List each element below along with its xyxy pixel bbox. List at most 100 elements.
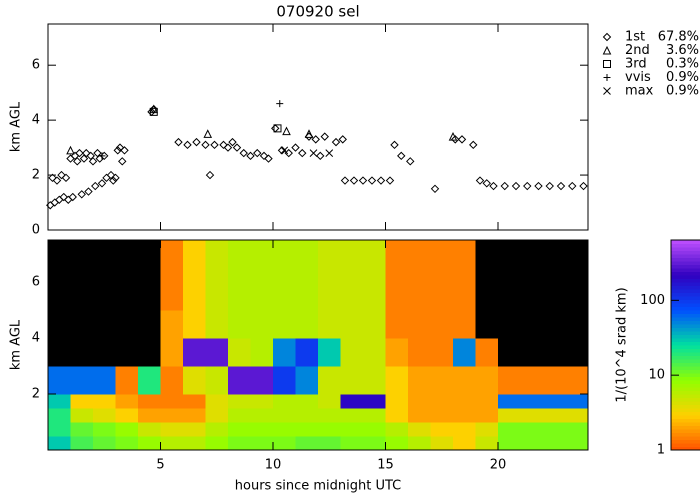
heatmap-cell xyxy=(385,310,409,339)
legend-marker xyxy=(603,60,611,68)
data-point xyxy=(115,143,125,152)
colorbar-swatch xyxy=(671,446,700,451)
heatmap-cell xyxy=(205,422,229,437)
heatmap-cell xyxy=(138,240,161,311)
data-point xyxy=(385,176,395,185)
heatmap-cell xyxy=(408,338,431,367)
data-point xyxy=(93,148,102,158)
legend-marker xyxy=(603,74,611,81)
legend-share: 0.9% xyxy=(666,84,699,99)
heatmap-cell xyxy=(273,408,296,423)
data-point xyxy=(66,154,75,163)
heatmap-cell xyxy=(250,436,274,451)
heatmap-cell xyxy=(430,240,454,311)
legend-marker xyxy=(602,32,612,42)
colorbar-swatch xyxy=(671,429,700,433)
data-point xyxy=(239,148,248,158)
heatmap-cell xyxy=(408,310,431,339)
data-point xyxy=(77,190,86,199)
colorbar-swatch xyxy=(671,306,700,311)
data-point xyxy=(291,143,300,152)
data-point xyxy=(331,137,341,147)
data-point xyxy=(534,181,543,191)
heatmap-cell xyxy=(115,240,139,311)
heatmap-cell xyxy=(475,310,499,339)
heatmap-cell xyxy=(48,422,71,437)
heatmap-cell xyxy=(475,436,499,451)
heatmap-cell xyxy=(115,408,139,423)
heatmap-cell xyxy=(565,408,589,423)
heatmap-cell xyxy=(205,366,229,395)
colorbar-swatch xyxy=(671,376,700,381)
colorbar-swatch xyxy=(671,243,700,248)
heatmap-cell xyxy=(70,366,94,395)
heatmap-cell xyxy=(138,394,161,409)
heatmap-cell xyxy=(475,394,499,409)
data-point xyxy=(451,135,460,144)
data-point xyxy=(223,143,233,152)
heatmap-cell xyxy=(183,240,206,311)
heatmap-cell xyxy=(228,408,251,423)
colorbar-swatch xyxy=(671,345,700,349)
heatmap-cell xyxy=(93,338,116,367)
heatmap-cell xyxy=(250,422,274,437)
data-point xyxy=(48,173,57,183)
colorbar-swatch xyxy=(671,422,700,426)
data-point xyxy=(253,148,262,158)
colorbar-swatch xyxy=(671,240,700,244)
y-tick-label: 4 xyxy=(32,113,40,128)
heatmap-cell xyxy=(498,436,521,451)
data-point xyxy=(367,176,377,185)
heatmap-cell xyxy=(93,436,116,451)
heatmap-cell xyxy=(318,436,341,451)
colorbar-tick-label: 10 xyxy=(648,368,665,383)
heatmap-cell xyxy=(183,366,206,395)
data-point xyxy=(556,181,566,191)
heatmap-cell xyxy=(115,436,139,451)
colorbar-swatch xyxy=(671,366,700,370)
x-tick-label: 5 xyxy=(156,458,164,473)
data-point xyxy=(50,198,59,207)
colorbar-swatch xyxy=(671,439,700,444)
colorbar-swatch xyxy=(671,432,700,437)
heatmap-cell xyxy=(273,366,296,395)
heatmap-cell xyxy=(48,338,71,367)
heatmap-cell xyxy=(498,338,521,367)
data-point xyxy=(86,151,95,161)
data-point xyxy=(174,137,183,147)
heatmap-cell xyxy=(273,310,296,339)
heatmap-cell xyxy=(543,422,566,437)
heatmap-cell xyxy=(48,408,71,423)
heatmap-cell xyxy=(160,436,184,451)
heatmap-cell xyxy=(228,366,251,395)
heatmap-cell xyxy=(160,240,184,311)
heatmap-cell xyxy=(318,338,341,367)
colorbar-swatch xyxy=(671,418,700,423)
data-point xyxy=(109,176,118,185)
data-point xyxy=(376,176,386,185)
heatmap-cell xyxy=(430,422,454,437)
heatmap-cell xyxy=(228,422,251,437)
heatmap-cell xyxy=(453,436,476,451)
colorbar-swatch xyxy=(671,383,700,388)
heatmap-cell xyxy=(340,310,364,339)
heatmap-cell xyxy=(295,366,319,395)
y-axis-label: km AGL xyxy=(9,319,24,370)
data-point xyxy=(219,140,228,150)
heatmap-cell xyxy=(228,394,251,409)
data-point xyxy=(232,143,242,152)
colorbar-swatch xyxy=(671,327,700,332)
data-point xyxy=(340,176,350,185)
heatmap-cell xyxy=(205,338,229,367)
colorbar-label: 1/(10^4 srad km) xyxy=(615,287,630,402)
colorbar-swatch xyxy=(671,387,700,391)
colorbar-swatch xyxy=(671,369,700,374)
data-point xyxy=(475,176,485,185)
heatmap-cell xyxy=(385,408,409,423)
heatmap-cell xyxy=(48,366,71,395)
heatmap-cell xyxy=(183,408,206,423)
heatmap-cell xyxy=(273,338,296,367)
x-tick-label: 15 xyxy=(377,458,394,473)
data-point xyxy=(84,187,93,196)
colorbar-swatch xyxy=(671,341,700,346)
